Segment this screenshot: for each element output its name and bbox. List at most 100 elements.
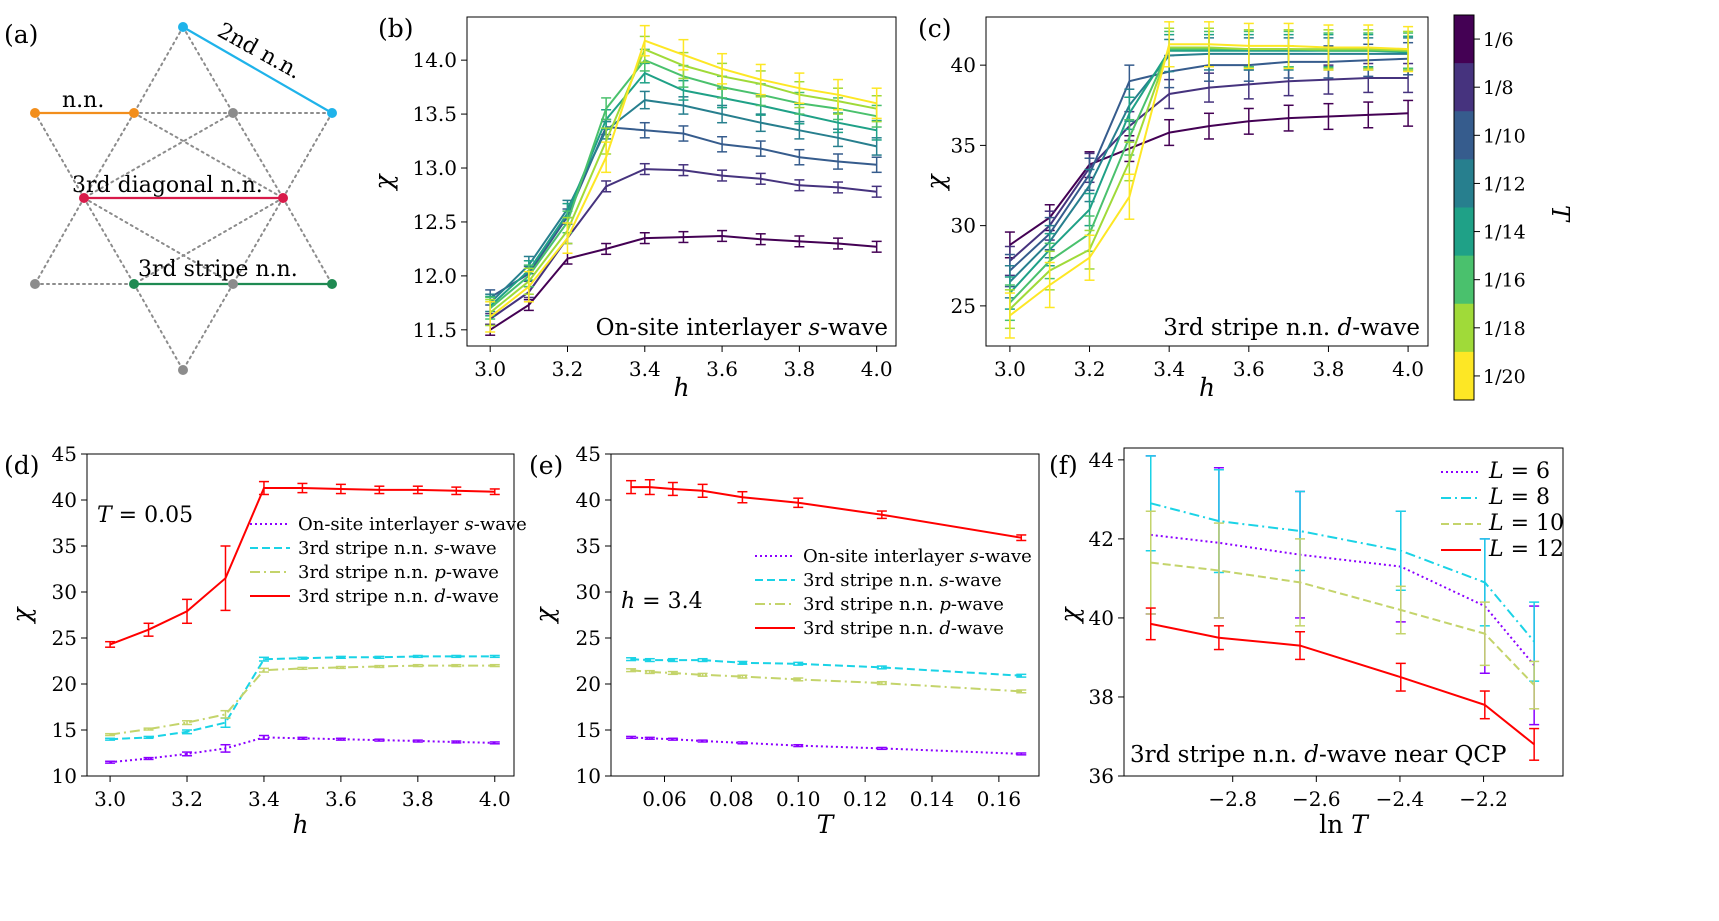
- colorbar-ticks: 1/6 1/8 1/10 1/12 1/14 1/16 1/18 1/20: [1474, 29, 1526, 388]
- lattice-site: [278, 193, 288, 203]
- series: [105, 654, 500, 741]
- y-tick-label: 15: [52, 718, 77, 742]
- annotation-part: p: [939, 594, 951, 615]
- lattice-site: [178, 365, 188, 375]
- lattice-bond: [34, 197, 85, 285]
- lattice-bond: [83, 197, 234, 285]
- annotation-part: s: [939, 570, 948, 591]
- x-tick-label: −2.2: [1459, 787, 1508, 811]
- label-3rd-stripe-nn: 3rd stripe n.n.: [138, 257, 298, 282]
- panel-label: (d): [4, 451, 40, 480]
- panel-annotation: 3rd stripe n.n. d-wave: [1163, 315, 1420, 341]
- annotation-part: 3rd stripe n.n.: [298, 562, 434, 583]
- plot-frame: [610, 453, 1040, 777]
- x-tick-label: 3.0: [474, 357, 506, 381]
- plot-frame: [985, 16, 1429, 347]
- annotation-part: 3rd stripe n.n.: [803, 570, 939, 591]
- annotation-part: = 3.4: [635, 589, 702, 614]
- colorbar-block: [1454, 63, 1474, 112]
- y-tick-label: 25: [576, 626, 601, 650]
- annotation-part: L: [1488, 511, 1504, 536]
- x-tick-label: 3.2: [1074, 357, 1106, 381]
- x-axis-label: ln T: [1319, 810, 1370, 839]
- colorbar-tick-label: 1/20: [1483, 366, 1526, 388]
- series: [626, 657, 1027, 678]
- panel-label: (c): [918, 14, 952, 43]
- series: [626, 735, 1027, 756]
- series: [105, 663, 500, 737]
- y-tick-label: 11.5: [412, 318, 457, 342]
- colorbar-tick-label: 1/14: [1483, 222, 1526, 244]
- y-tick-label: 35: [52, 534, 77, 558]
- panel-c-chart: (c) 3.0 3.2 3.4 3.6 3.8 4.0 25 30 35 40 h χ 3rd strip…: [918, 14, 1429, 402]
- legend-label: On-site interlayer s-wave: [803, 546, 1032, 567]
- legend-label: L = 12: [1488, 537, 1564, 562]
- lattice-bond: [34, 112, 85, 199]
- lattice-bond: [133, 283, 184, 371]
- lattice-bond: [83, 112, 135, 199]
- legend-label: L = 10: [1488, 511, 1564, 536]
- lattice-site: [327, 108, 337, 118]
- lattice-colored-bonds: [30, 22, 337, 375]
- colorbar-block: [1454, 255, 1474, 305]
- annotation-part: = 10: [1504, 511, 1564, 536]
- panel-b-chart: (b) 3.0 3.2 3.4 3.6 3.8 4.0 11.5 12.0 12.5 13.0 13.…: [369, 14, 897, 402]
- legend-label: 3rd stripe n.n. p-wave: [803, 594, 1004, 615]
- y-tick-label: 10: [52, 764, 77, 788]
- y-tick-label: 25: [52, 626, 77, 650]
- y-tick-label: 20: [576, 672, 601, 696]
- lattice-bond: [282, 112, 333, 199]
- series-line: [1150, 502, 1535, 643]
- annotation-part: = 0.05: [112, 503, 193, 528]
- lattice-site: [327, 279, 337, 289]
- series-line: [631, 736, 1022, 755]
- panel-label: (b): [378, 14, 414, 43]
- x-tick-label: 3.4: [1153, 357, 1185, 381]
- y-tick-label: 12.0: [412, 264, 457, 288]
- annotation-part: On-site interlayer: [803, 546, 970, 567]
- lattice-site: [30, 279, 40, 289]
- panel-label: (e): [529, 451, 563, 480]
- annotation-part: T: [97, 503, 114, 528]
- x-tick-label: 3.6: [1233, 357, 1265, 381]
- annotation-part: = 8: [1504, 485, 1550, 510]
- x-axis-label: h: [292, 810, 308, 839]
- x-tick-label: 0.10: [776, 787, 821, 811]
- annotation-part: s: [434, 538, 443, 559]
- y-tick-label: 35: [576, 534, 601, 558]
- x-axis-label: h: [1199, 373, 1215, 402]
- series: [485, 162, 882, 326]
- annotation-part: 3rd stripe n.n.: [298, 538, 434, 559]
- colorbar: 1/6 1/8 1/10 1/12 1/14 1/16 1/18 1/20 T: [1453, 14, 1574, 401]
- annotation-part: On-site interlayer: [298, 514, 465, 535]
- x-axis-label: T: [817, 810, 836, 839]
- lattice-site: [228, 108, 238, 118]
- x-tick-label: 4.0: [1392, 357, 1424, 381]
- panel-a-label: (a): [4, 20, 38, 49]
- series-line: [1150, 622, 1535, 746]
- x-tick-label: 3.0: [94, 787, 126, 811]
- x-axis-label: h: [673, 373, 689, 402]
- colorbar-tick-label: 1/6: [1483, 29, 1514, 51]
- annotation-part: s: [970, 546, 979, 567]
- series-line: [1150, 561, 1535, 686]
- panel-d-chart: (d) 3.0 3.2 3.4 3.6 3.8 4.0 10 15 20 25 30 35 40 45 h χ T…: [4, 442, 527, 839]
- annotation-part: = 6: [1504, 459, 1550, 484]
- legend-label: L = 8: [1488, 485, 1550, 510]
- annotation-part: s: [465, 514, 474, 535]
- legend: L = 6L = 8L = 10L = 12: [1441, 459, 1564, 562]
- annotation-part: d: [1304, 742, 1319, 768]
- annotation-part: -wave: [1352, 315, 1420, 341]
- x-tick-label: 0.06: [642, 787, 687, 811]
- series: [485, 24, 882, 333]
- y-tick-label: 40: [576, 488, 601, 512]
- x-tick-label: 0.16: [977, 787, 1022, 811]
- y-tick-label: 36: [1089, 764, 1114, 788]
- y-tick-label: 45: [576, 442, 601, 466]
- annotation-part: -wave: [951, 618, 1004, 639]
- series: [105, 480, 500, 648]
- x-tick-label: 4.0: [861, 357, 893, 381]
- series: [105, 734, 500, 764]
